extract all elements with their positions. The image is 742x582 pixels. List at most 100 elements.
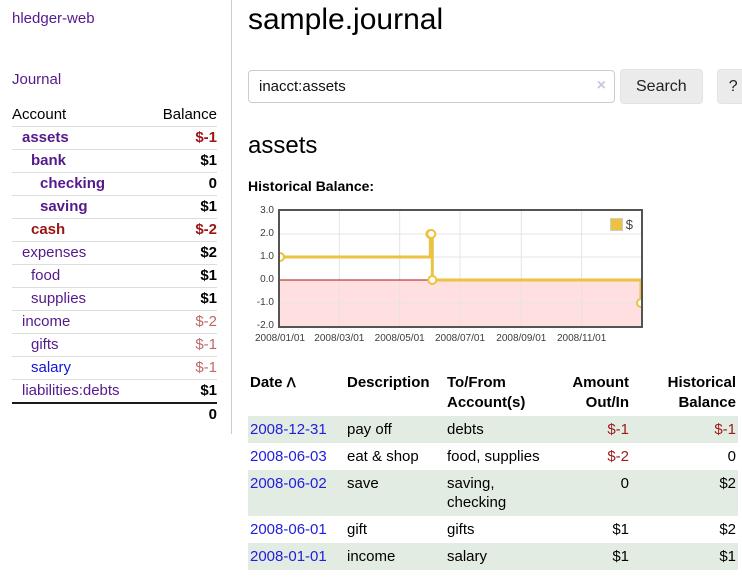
chart-legend: $ <box>607 216 635 233</box>
brand-link[interactable]: hledger-web <box>12 10 95 27</box>
register-amount-cell: 0 <box>620 475 629 492</box>
account-row: cash $-2 <box>12 218 217 242</box>
account-row: bank $1 <box>12 149 217 173</box>
chart-y-tick-label: 0.0 <box>260 274 274 285</box>
register-description-cell: eat & shop <box>347 448 419 465</box>
account-row: gifts $-1 <box>12 333 217 357</box>
account-balance: 0 <box>148 172 217 196</box>
register-header-description: Description <box>347 374 430 391</box>
accounts-header-balance: Balance <box>162 106 217 123</box>
account-link[interactable]: assets <box>22 129 69 146</box>
register-row: 2008-06-02 save saving, checking 0 $2 <box>248 470 738 516</box>
account-link[interactable]: saving <box>40 198 88 215</box>
register-date-link[interactable]: 2008-06-02 <box>250 475 327 492</box>
register-table-body: 2008-12-31 pay off debts $-1 $-1 2008-06… <box>248 416 738 570</box>
register-balance-cell: $-1 <box>714 421 736 438</box>
register-description-cell: income <box>347 548 396 565</box>
register-header-accounts: To/From Account(s) <box>447 374 526 411</box>
chart-x-tick-label: 2008/01/01 <box>254 333 306 344</box>
sort-caret-up-icon: ᐱ <box>286 375 296 390</box>
register-date-link[interactable]: 2008-06-01 <box>250 521 327 538</box>
register-balance-cell: $2 <box>719 475 736 492</box>
account-link[interactable]: expenses <box>22 244 87 261</box>
register-header-date[interactable]: Date ᐱ <box>250 374 296 391</box>
register-date-link[interactable]: 2008-06-03 <box>250 448 327 465</box>
legend-swatch-icon <box>609 218 623 231</box>
register-amount-cell: $1 <box>612 521 629 538</box>
legend-label: $ <box>625 217 633 232</box>
register-row: 2008-01-01 income salary $1 $1 <box>248 543 738 570</box>
register-accounts-cell: debts <box>447 421 484 438</box>
accounts-table: Account Balance assets $-1 bank $1 check… <box>12 104 217 426</box>
register-header-row: Date ᐱ Description To/From Account(s) Am… <box>248 370 738 416</box>
register-row: 2008-12-31 pay off debts $-1 $-1 <box>248 416 738 443</box>
account-link[interactable]: checking <box>40 175 106 192</box>
register-date-link[interactable]: 2008-12-31 <box>250 421 327 438</box>
account-link[interactable]: liabilities:debts <box>22 382 120 399</box>
balance-chart-svg <box>280 211 641 326</box>
register-row: 2008-06-01 gift gifts $1 $2 <box>248 516 738 543</box>
register-balance-cell: 0 <box>727 448 736 465</box>
account-balance: $1 <box>148 149 217 173</box>
account-balance: $2 <box>148 241 217 265</box>
account-balance: $-1 <box>148 333 217 357</box>
account-row: checking 0 <box>12 172 217 196</box>
chart-y-tick-label: -2.0 <box>256 320 274 331</box>
register-accounts-cell: saving, checking <box>447 475 507 511</box>
chart-x-tick-label: 2008/05/01 <box>374 333 425 344</box>
register-balance-cell: $1 <box>719 548 736 565</box>
account-balance: $-2 <box>148 218 217 242</box>
register-accounts-cell: gifts <box>447 521 475 538</box>
account-link[interactable]: gifts <box>31 336 59 353</box>
account-row: supplies $1 <box>12 287 217 311</box>
account-row: assets $-1 <box>12 126 217 150</box>
account-link[interactable]: food <box>31 267 61 284</box>
main-content: sample.journal × Search ? assets Histori… <box>248 0 742 570</box>
chart-x-tick-label: 2008/11/01 <box>557 333 607 344</box>
chart-plot-area: $ <box>278 209 643 328</box>
sidebar: hledger-web Journal Account Balance asse… <box>0 0 232 434</box>
chart-title-label: Historical Balance: <box>248 178 375 194</box>
register-accounts-cell: food, supplies <box>447 448 540 465</box>
register-description-cell: pay off <box>347 421 392 438</box>
account-link[interactable]: cash <box>31 221 66 238</box>
account-balance: $1 <box>148 195 217 219</box>
sidebar-item-journal[interactable]: Journal <box>12 71 62 88</box>
account-balance: $-1 <box>148 126 217 150</box>
account-title: assets <box>248 132 318 159</box>
account-link[interactable]: supplies <box>31 290 87 307</box>
account-row: saving $1 <box>12 195 217 219</box>
account-balance: $-1 <box>148 356 217 380</box>
page-title: sample.journal <box>248 3 444 36</box>
chart-y-tick-label: 1.0 <box>260 251 274 262</box>
register-date-link[interactable]: 2008-01-01 <box>250 548 327 565</box>
register-description-cell: save <box>347 475 379 492</box>
chart-y-tick-label: -1.0 <box>256 297 274 308</box>
account-balance: $1 <box>148 379 217 403</box>
chart-x-tick-label: 2008/09/01 <box>496 333 547 344</box>
account-row: expenses $2 <box>12 241 217 265</box>
account-row: income $-2 <box>12 310 217 334</box>
search-button[interactable]: Search <box>620 69 703 104</box>
search-form: × Search ? <box>248 69 742 104</box>
help-button[interactable]: ? <box>716 69 742 104</box>
register-header-amount: Amount Out/In <box>572 374 629 411</box>
account-link[interactable]: bank <box>31 152 67 169</box>
chart-x-tick-label: 2008/03/01 <box>314 333 365 344</box>
register-header-balance: Historical Balance <box>667 374 736 411</box>
search-input[interactable] <box>248 70 615 103</box>
account-link[interactable]: income <box>22 313 71 330</box>
register-row: 2008-06-03 eat & shop food, supplies $-2… <box>248 443 738 470</box>
account-link[interactable]: salary <box>31 359 72 376</box>
accounts-header-account: Account <box>12 106 67 123</box>
register-accounts-cell: salary <box>447 548 488 565</box>
accounts-total-row: 0 <box>12 402 217 426</box>
clear-search-icon[interactable]: × <box>596 77 606 94</box>
account-row: salary $-1 <box>12 356 217 380</box>
balance-chart: $ 3.0 2.0 1.0 0.0 -1.0 -2.0 2008/01/01 2008/03/… <box>248 203 738 349</box>
chart-y-tick-label: 3.0 <box>260 205 274 216</box>
chart-y-tick-label: 2.0 <box>260 228 274 239</box>
register-amount-cell: $1 <box>612 548 629 565</box>
register-table: Date ᐱ Description To/From Account(s) Am… <box>248 370 738 570</box>
account-balance: $1 <box>148 287 217 311</box>
